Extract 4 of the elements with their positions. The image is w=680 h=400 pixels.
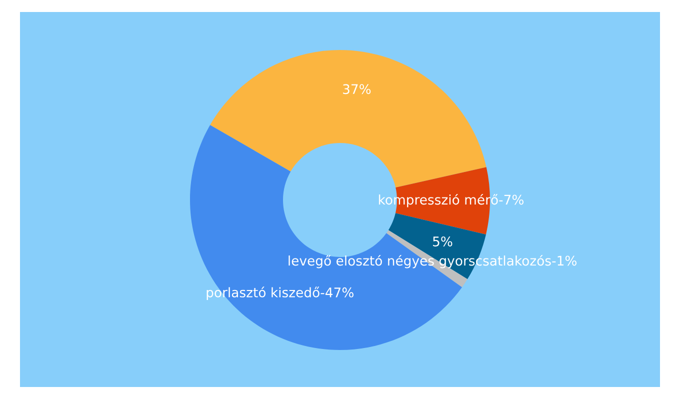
data-label: 37% [343,84,371,94]
slice-label: porlasztó kiszedő-47% [206,286,354,300]
data-label: 5% [433,236,452,246]
donut-slice [210,50,486,188]
